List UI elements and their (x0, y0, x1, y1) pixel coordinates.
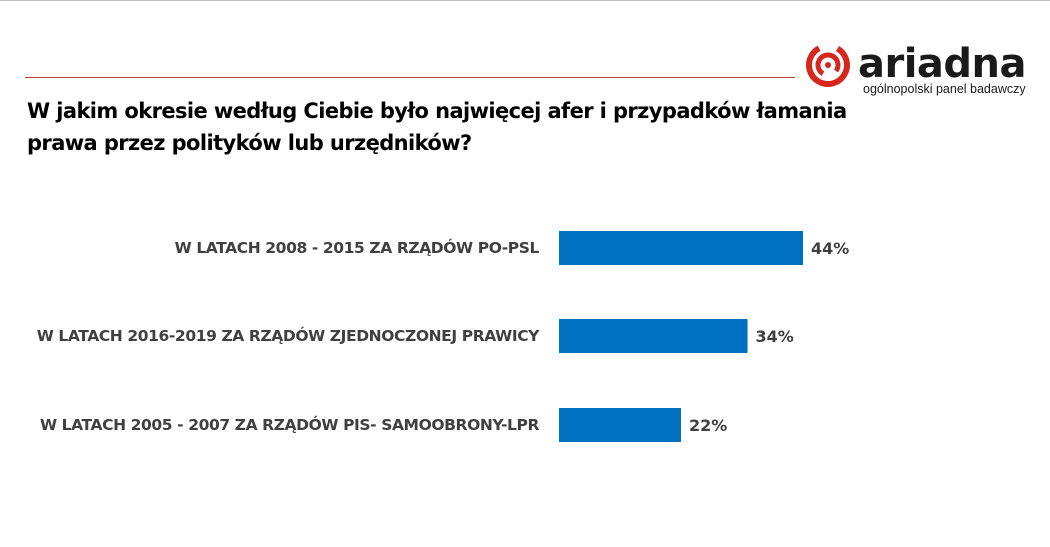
value-label: 34% (756, 327, 794, 346)
value-label: 44% (811, 239, 849, 258)
logo-tagline: ogólnopolski panel badawczy (863, 82, 1026, 96)
category-label: W LATACH 2016-2019 ZA RZĄDÓW ZJEDNOCZONE… (37, 326, 540, 345)
question-title: W jakim okresie według Ciebie było najwi… (27, 99, 847, 155)
logo-wordmark: ariadna (858, 41, 1027, 87)
bar (559, 319, 748, 353)
category-label: W LATACH 2005 - 2007 ZA RZĄDÓW PIS- SAMO… (40, 415, 539, 434)
value-label: 22% (689, 416, 727, 435)
bar (559, 408, 681, 442)
category-label: W LATACH 2008 - 2015 ZA RZĄDÓW PO-PSL (175, 238, 540, 257)
spiral-logo-icon (806, 43, 850, 87)
ariadna-logo: ariadna ogólnopolski panel badawczy (803, 40, 1043, 100)
header-divider (25, 77, 795, 78)
bar (559, 231, 803, 265)
top-border (0, 0, 1050, 1)
